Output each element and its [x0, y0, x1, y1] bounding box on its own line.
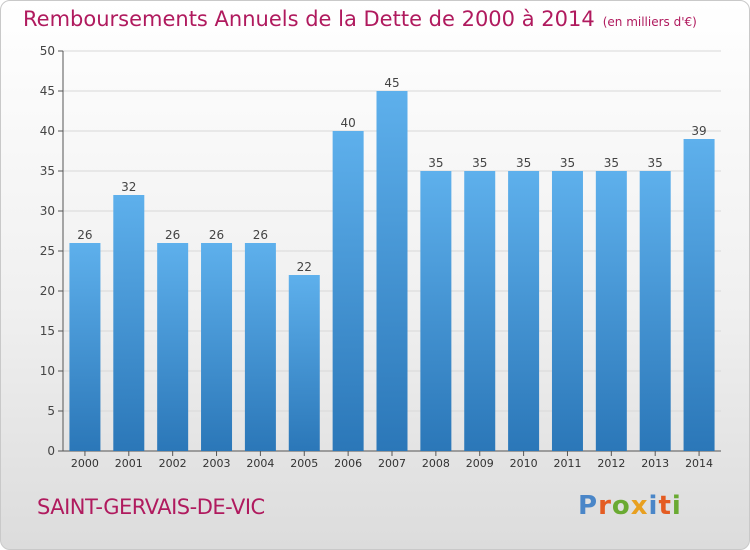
data-label: 35 [604, 156, 619, 170]
bar [69, 243, 101, 451]
data-label: 40 [340, 116, 355, 130]
chart-title: Remboursements Annuels de la Dette de 20… [23, 7, 697, 31]
bar [551, 171, 583, 451]
x-tick-label: 2010 [510, 457, 538, 470]
chart-subtitle: (en milliers d'€) [602, 15, 697, 29]
logo-letter: P [578, 491, 599, 521]
x-tick-label: 2007 [378, 457, 406, 470]
logo-letter: i [648, 491, 659, 521]
y-tick-label: 15 [40, 324, 55, 338]
x-tick-label: 2003 [203, 457, 231, 470]
x-tick-label: 2013 [641, 457, 669, 470]
x-tick-label: 2006 [334, 457, 362, 470]
logo-letter: x [630, 491, 649, 521]
x-tick-label: 2004 [246, 457, 274, 470]
data-label: 22 [297, 260, 312, 274]
data-label: 39 [691, 124, 706, 138]
logo-letter: r [598, 491, 612, 521]
town-name: SAINT-GERVAIS-DE-VIC [37, 495, 265, 519]
y-tick-label: 30 [40, 204, 55, 218]
x-tick-label: 2008 [422, 457, 450, 470]
logo-letter: o [611, 491, 631, 521]
data-label: 35 [428, 156, 443, 170]
bar [420, 171, 452, 451]
x-tick-label: 2014 [685, 457, 713, 470]
data-label: 45 [384, 76, 399, 90]
x-tick-label: 2001 [115, 457, 143, 470]
x-tick-label: 2009 [466, 457, 494, 470]
data-label: 26 [165, 228, 180, 242]
bar [201, 243, 233, 451]
data-label: 35 [472, 156, 487, 170]
y-tick-label: 40 [40, 124, 55, 138]
data-label: 35 [516, 156, 531, 170]
bar [595, 171, 627, 451]
y-tick-label: 35 [40, 164, 55, 178]
bar [464, 171, 496, 451]
logo-letter: t [658, 491, 672, 521]
x-tick-label: 2002 [159, 457, 187, 470]
data-label: 26 [209, 228, 224, 242]
chart-title-text: Remboursements Annuels de la Dette de 20… [23, 7, 595, 31]
x-tick-label: 2000 [71, 457, 99, 470]
bar [157, 243, 189, 451]
y-tick-label: 20 [40, 284, 55, 298]
y-tick-label: 0 [47, 444, 55, 458]
y-tick-label: 50 [40, 44, 55, 58]
labels: 0 5 10 15 20 25 30 35 40 45 50 26 2000 32 2001 26 2002 26… [40, 44, 713, 470]
bar [288, 275, 320, 451]
x-tick-label: 2012 [597, 457, 625, 470]
data-label: 32 [121, 180, 136, 194]
data-label: 35 [648, 156, 663, 170]
bar [244, 243, 276, 451]
bar [376, 91, 408, 451]
y-tick-label: 25 [40, 244, 55, 258]
data-label: 26 [77, 228, 92, 242]
bar [113, 195, 145, 451]
y-tick-label: 45 [40, 84, 55, 98]
logo-letter: i [671, 491, 682, 521]
y-tick-label: 5 [47, 404, 55, 418]
bar [508, 171, 540, 451]
data-label: 26 [253, 228, 268, 242]
x-tick-label: 2005 [290, 457, 318, 470]
x-tick-label: 2011 [553, 457, 581, 470]
proxiti-logo[interactable]: Proxiti [578, 491, 682, 521]
bars [69, 91, 715, 451]
y-tick-label: 10 [40, 364, 55, 378]
bar [639, 171, 671, 451]
bar [332, 131, 364, 451]
bar [683, 139, 715, 451]
data-label: 35 [560, 156, 575, 170]
